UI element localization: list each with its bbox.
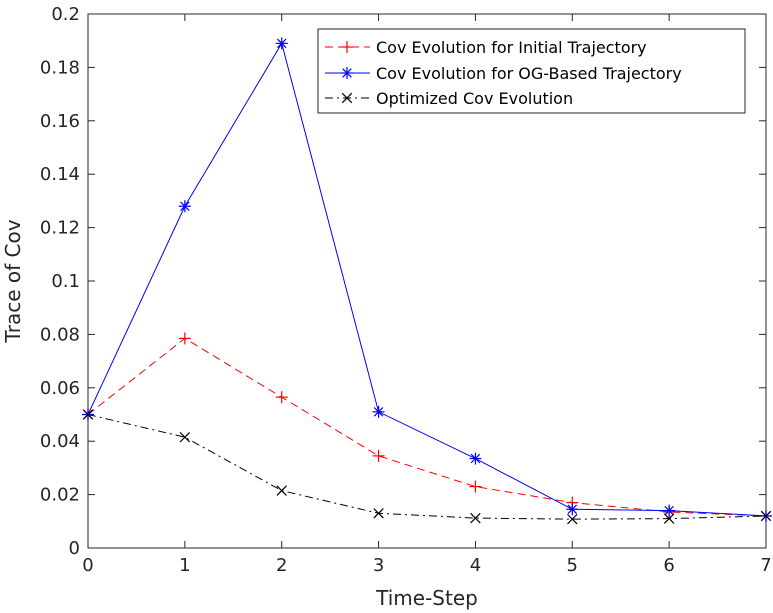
- data-point: [372, 449, 385, 462]
- legend-box: [317, 28, 746, 114]
- y-tick-label: 0.02: [40, 485, 80, 506]
- y-tick-label: 0: [69, 538, 80, 559]
- data-point: [567, 513, 578, 525]
- x-axis-title: Time-Step: [375, 586, 478, 610]
- legend-marker: [341, 67, 353, 79]
- data-point: [373, 508, 384, 519]
- y-tick-label: 0.1: [51, 271, 80, 292]
- x-tick-label: 2: [276, 555, 287, 576]
- data-point: [470, 512, 481, 524]
- data-point: [275, 391, 288, 404]
- data-point: [276, 485, 287, 496]
- data-point: [178, 200, 191, 213]
- legend-item: Optimized Cov Evolution: [325, 89, 573, 108]
- data-point: [82, 409, 94, 420]
- legend: Cov Evolution for Initial Trajectory Cov …: [317, 28, 746, 114]
- data-point: [275, 37, 288, 50]
- series-layer: [82, 37, 772, 525]
- y-tick-label: 0.06: [40, 378, 80, 399]
- y-axis: 0 0.02 0.04 0.06 0.08 0.1 0.12 0.14 0.16 0.18 0.2: [40, 4, 766, 559]
- x-tick-label: 0: [82, 555, 93, 576]
- x-tick-label: 1: [179, 555, 190, 576]
- data-point: [469, 452, 482, 465]
- y-tick-label: 0.04: [40, 431, 80, 452]
- y-tick-label: 0.14: [40, 164, 80, 185]
- data-point: [663, 513, 675, 524]
- y-tick-label: 0.16: [40, 111, 80, 132]
- series-line: [87, 42, 767, 517]
- legend-marker: [341, 92, 353, 104]
- legend-marker: [341, 41, 353, 53]
- legend-item: Cov Evolution for OG-Based Trajectory: [325, 64, 682, 83]
- y-tick-label: 0.08: [40, 324, 80, 345]
- series-2: [82, 409, 772, 525]
- x-tick-label: 7: [760, 555, 771, 576]
- data-point: [469, 480, 482, 493]
- y-tick-label: 0.2: [51, 4, 80, 25]
- data-point: [566, 503, 579, 516]
- x-tick-label: 6: [663, 555, 674, 576]
- x-tick-label: 3: [373, 555, 384, 576]
- data-point: [760, 510, 772, 522]
- data-point: [179, 431, 191, 443]
- y-axis-title: Trace of Cov: [1, 219, 25, 343]
- x-tick-label: 4: [470, 555, 481, 576]
- x-tick-label: 5: [567, 555, 578, 576]
- x-axis: 0 1 2 3 4 5 6 7: [82, 14, 772, 576]
- data-point: [178, 332, 191, 345]
- y-tick-label: 0.18: [40, 57, 80, 78]
- data-point: [372, 405, 385, 418]
- data-point: [663, 504, 676, 517]
- y-tick-label: 0.12: [40, 218, 80, 239]
- legend-label: Cov Evolution for OG-Based Trajectory: [376, 64, 682, 83]
- legend-label: Optimized Cov Evolution: [376, 89, 573, 108]
- legend-label: Cov Evolution for Initial Trajectory: [376, 38, 647, 57]
- legend-item: Cov Evolution for Initial Trajectory: [325, 38, 647, 57]
